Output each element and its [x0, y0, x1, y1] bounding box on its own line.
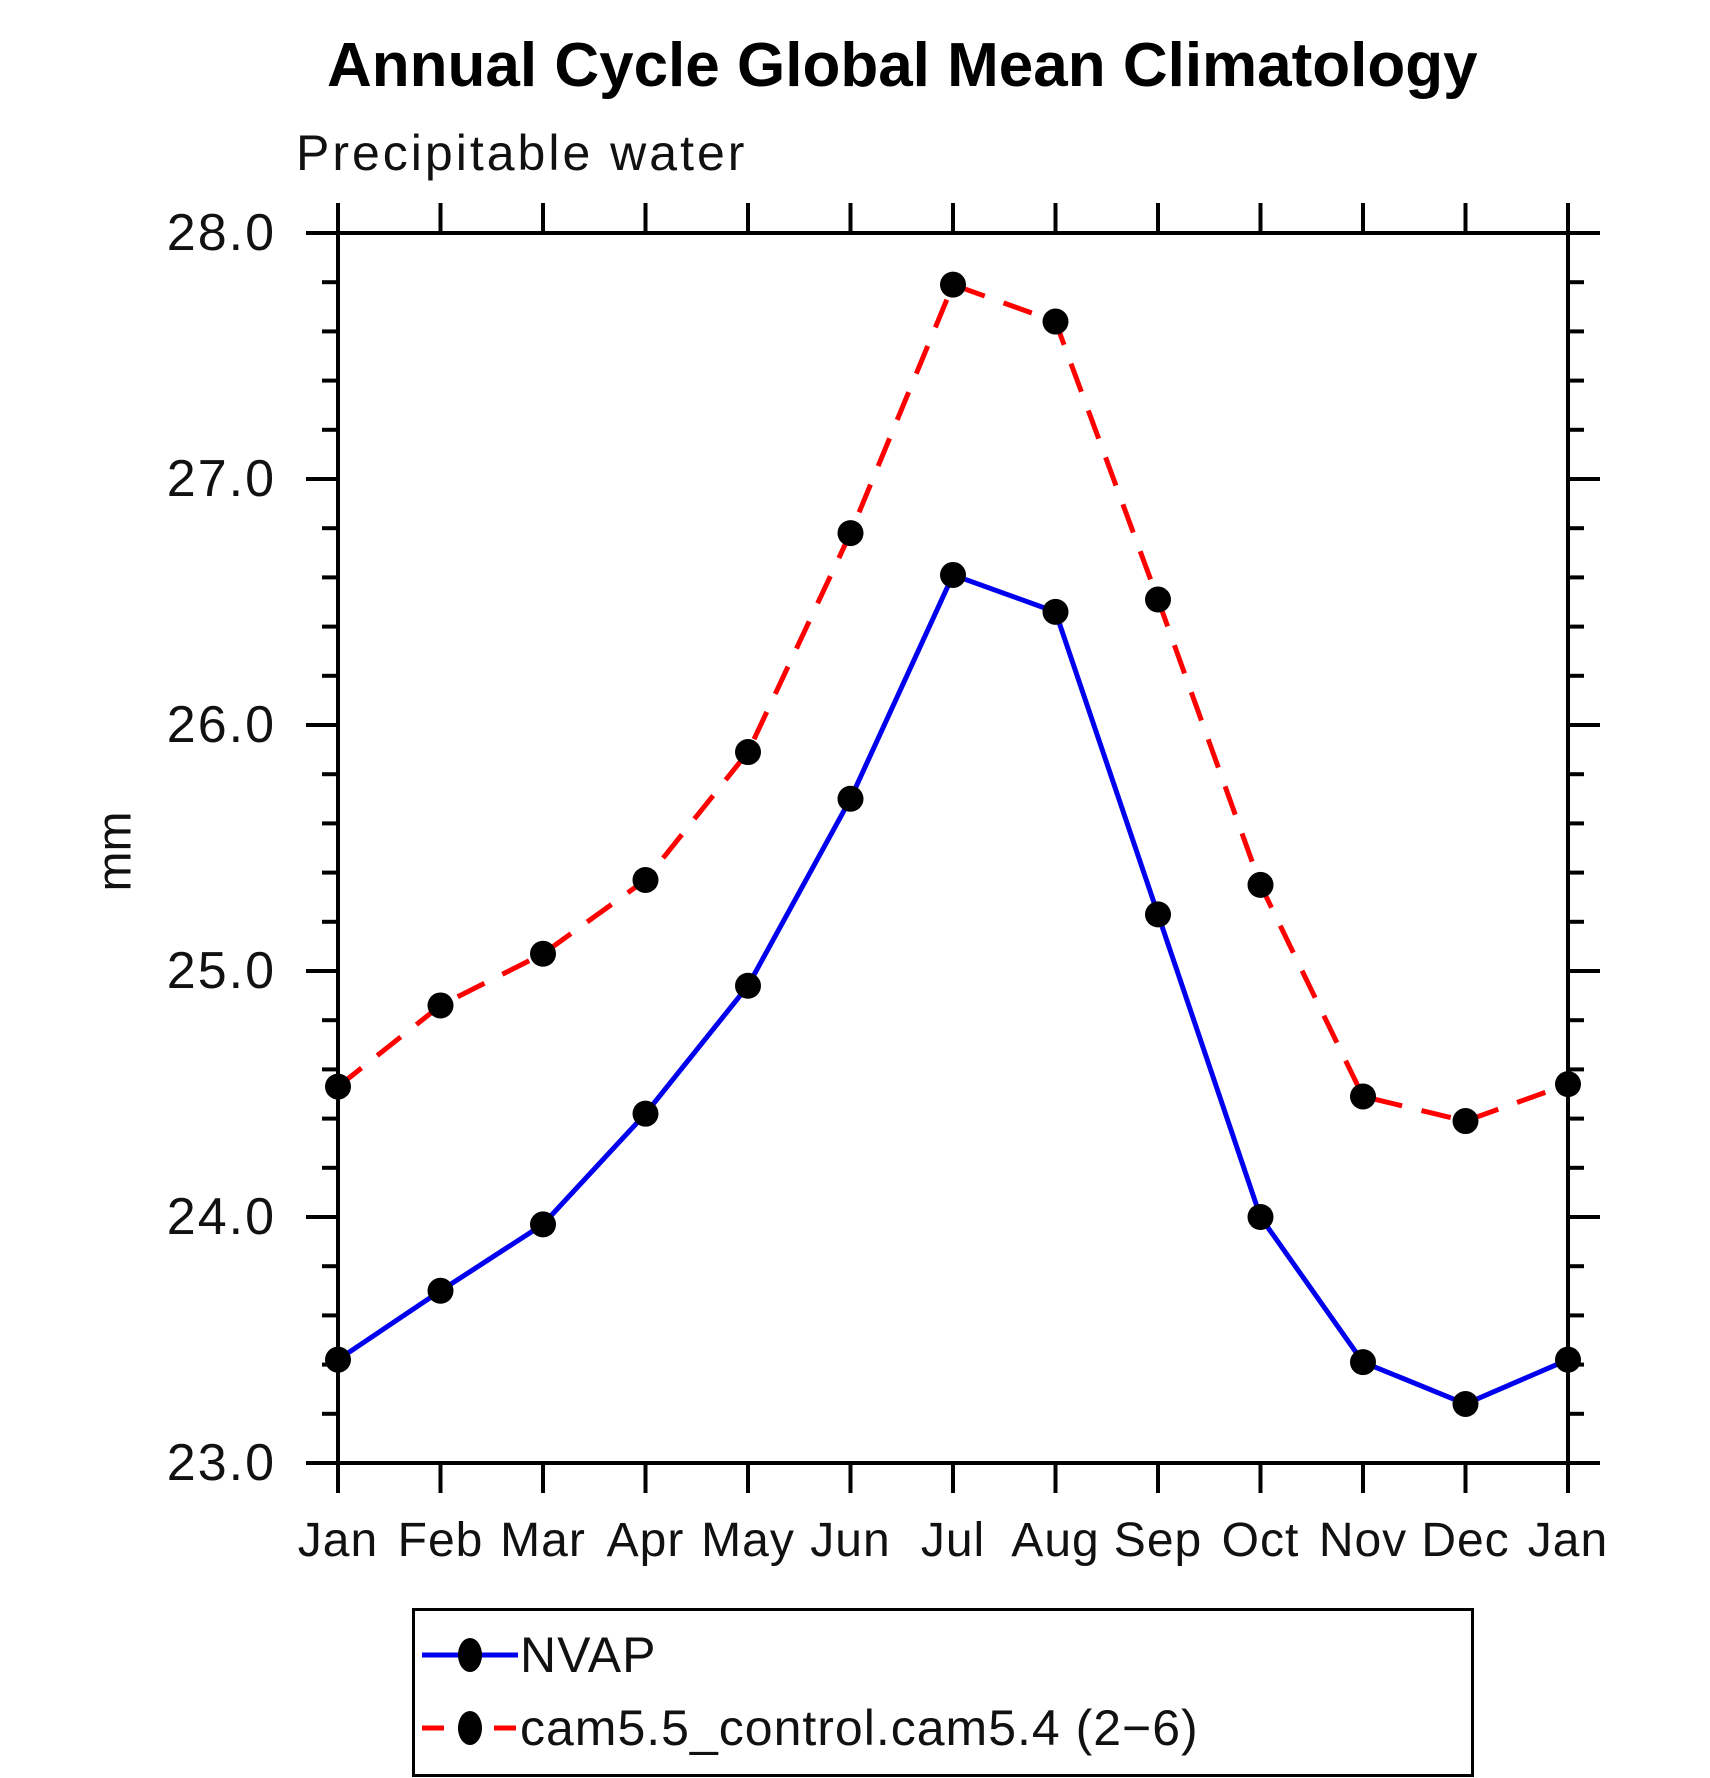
series-line-cam5-5-control-cam5-4-2-6-: [336, 282, 1569, 1124]
x-tick-label: Sep: [1114, 1514, 1202, 1567]
data-point-marker: [1042, 308, 1069, 335]
y-tick-label: 24.0: [167, 1188, 276, 1246]
data-point-marker: [940, 561, 966, 588]
legend-entry-nvap: NVAP: [420, 1627, 656, 1683]
data-point-marker: [837, 520, 864, 547]
data-point-marker: [1247, 1204, 1274, 1230]
x-tick-label: Apr: [607, 1514, 685, 1567]
y-tick-label: 26.0: [167, 696, 276, 754]
data-point-marker: [530, 1211, 556, 1238]
legend-label-nvap: NVAP: [520, 1627, 657, 1683]
data-point-marker: [632, 1100, 659, 1127]
data-point-marker: [632, 866, 659, 893]
x-tick-label: Oct: [1222, 1514, 1300, 1567]
data-point-marker: [1555, 1071, 1581, 1098]
chart-title: Annual Cycle Global Mean Climatology: [327, 31, 1478, 100]
data-point-marker: [1555, 1346, 1581, 1373]
data-point-marker: [325, 1346, 351, 1373]
data-point-marker: [1247, 871, 1274, 898]
y-tick-label: 23.0: [167, 1434, 276, 1492]
legend: NVAP cam5.5_control.cam5.4 (2−6): [412, 1608, 1474, 1777]
data-point-marker: [1145, 901, 1171, 928]
plot-frame: [336, 231, 1570, 1465]
x-tick-label: Aug: [1011, 1514, 1099, 1567]
y-tick-label: 27.0: [167, 450, 276, 508]
x-tick-label: Jun: [810, 1514, 890, 1567]
data-point-marker: [1042, 598, 1069, 625]
chart-subtitle: Precipitable water: [296, 125, 748, 181]
data-point-marker: [1350, 1349, 1376, 1376]
x-tick-label: Feb: [398, 1514, 484, 1567]
y-tick-label: 28.0: [167, 204, 276, 262]
x-tick-label: Nov: [1319, 1514, 1407, 1567]
data-point-marker: [530, 940, 556, 967]
y-tick-label: 25.0: [167, 942, 276, 1000]
data-point-marker: [940, 271, 966, 298]
series-line-nvap: [336, 572, 1569, 1407]
legend-marker-dot: [458, 1638, 482, 1672]
x-tick-label: Dec: [1421, 1514, 1509, 1567]
legend-line-sample-solid: [422, 1638, 518, 1672]
data-point-marker: [735, 739, 761, 766]
data-point-marker: [1452, 1108, 1479, 1135]
x-tick-label: Jan: [1528, 1514, 1608, 1567]
data-point-marker: [427, 992, 454, 1019]
legend-label-cam: cam5.5_control.cam5.4 (2−6): [520, 1700, 1199, 1756]
data-point-marker: [325, 1073, 351, 1100]
legend-line-sample-dashed: [422, 1711, 518, 1745]
data-point-marker: [1452, 1390, 1479, 1417]
x-tick-label: Mar: [500, 1514, 586, 1567]
x-tick-label: May: [701, 1514, 795, 1567]
x-tick-label: Jul: [921, 1514, 985, 1567]
legend-entry-cam: cam5.5_control.cam5.4 (2−6): [420, 1700, 1199, 1756]
data-point-marker: [1145, 586, 1171, 613]
data-point-marker: [1350, 1083, 1376, 1110]
legend-marker-dot: [458, 1711, 482, 1745]
data-point-marker: [427, 1277, 454, 1304]
data-point-marker: [735, 972, 761, 999]
data-point-marker: [837, 785, 864, 812]
x-tick-label: Jan: [298, 1514, 378, 1567]
